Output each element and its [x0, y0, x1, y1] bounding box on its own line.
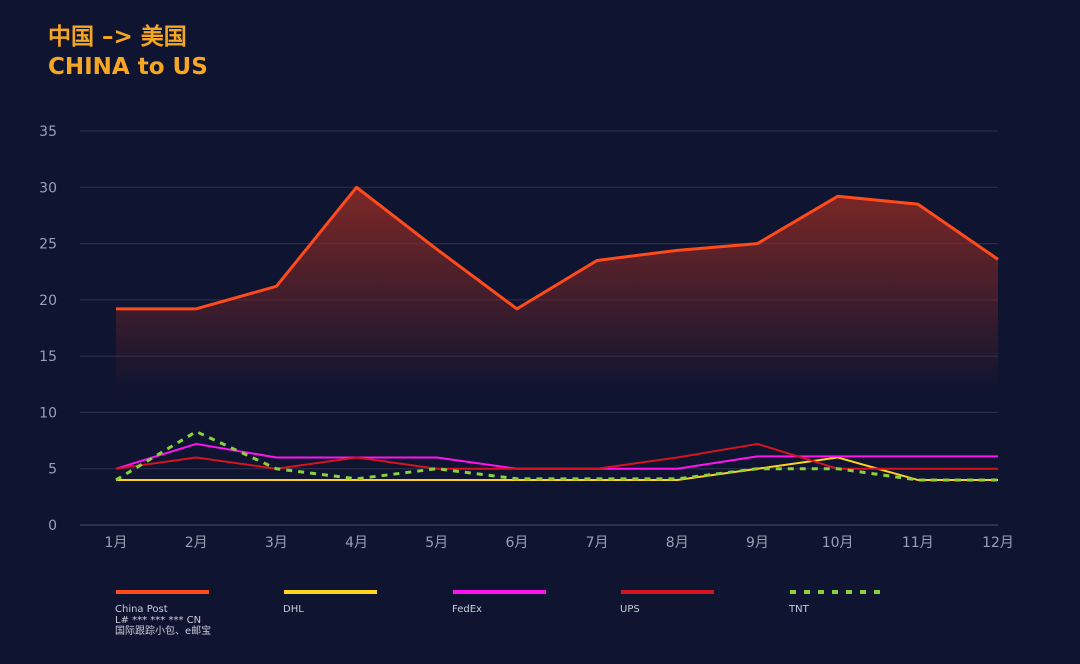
y-tick-label: 5 [48, 462, 57, 478]
area-china-post [116, 187, 998, 390]
x-tick-label: 4月 [345, 535, 368, 551]
area-fills [116, 187, 998, 390]
x-tick-label: 5月 [425, 535, 448, 551]
x-tick-label: 12月 [982, 535, 1014, 551]
legend-label: FedEx [452, 604, 482, 615]
y-axis-ticks: 0 5 10 15 20 25 30 35 [39, 124, 57, 534]
legend-sublabel: 国际跟踪小包、e邮宝 [115, 624, 211, 637]
chart-title-english: CHINA to US [48, 54, 208, 80]
y-tick-label: 15 [39, 349, 57, 365]
x-tick-label: 11月 [902, 535, 934, 551]
chart-title: 中国 –> 美国 CHINA to US [48, 22, 208, 82]
legend-label: China Post [115, 604, 168, 615]
y-tick-label: 35 [39, 124, 57, 140]
x-tick-label: 2月 [185, 535, 208, 551]
x-tick-label: 7月 [586, 535, 609, 551]
legend-sublabel: L# *** *** *** CN [115, 615, 201, 626]
x-tick-label: 3月 [265, 535, 288, 551]
series-line-ups [115, 442, 998, 470]
x-tick-label: 8月 [666, 535, 689, 551]
x-tick-label: 9月 [746, 535, 769, 551]
series-lines [115, 185, 999, 482]
y-tick-label: 0 [48, 518, 57, 534]
chart-title-chinese: 中国 –> 美国 [48, 24, 187, 50]
y-tick-label: 30 [39, 180, 57, 196]
legend-label: UPS [620, 604, 640, 615]
x-tick-label: 1月 [105, 535, 128, 551]
legend-label: DHL [283, 604, 304, 615]
series-line-china-post [116, 185, 999, 311]
y-tick-label: 25 [39, 237, 57, 253]
series-line-tnt [115, 430, 998, 482]
x-tick-label: 6月 [505, 535, 528, 551]
legend-label: TNT [788, 604, 810, 615]
x-tick-label: 10月 [822, 535, 854, 551]
y-tick-label: 10 [39, 405, 57, 421]
series-line-dhl [116, 456, 998, 481]
y-tick-label: 20 [39, 293, 57, 309]
x-axis-ticks: 1月 2月 3月 4月 5月 6月 7月 8月 9月 10月 11月 12月 [105, 535, 1014, 551]
